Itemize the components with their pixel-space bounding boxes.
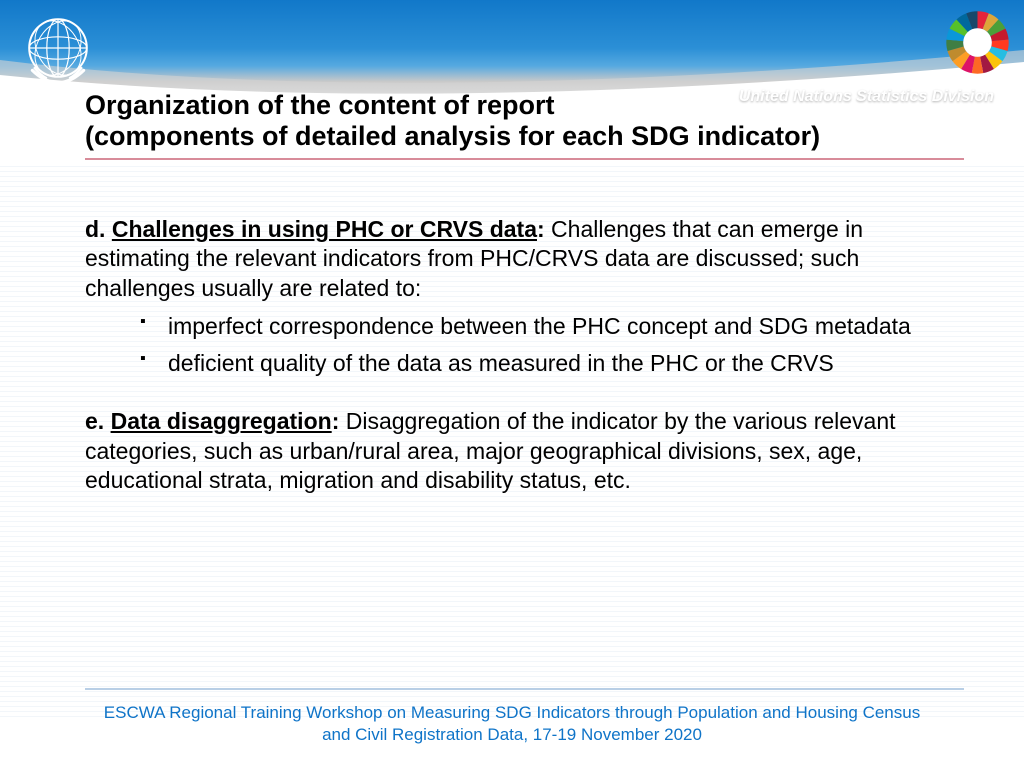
sdg-wheel-icon [945, 10, 1010, 75]
content-area: d. Challenges in using PHC or CRVS data:… [85, 215, 954, 504]
section-d-lead: d. [85, 216, 112, 242]
section-e-lead: e. [85, 408, 111, 434]
section-d-heading: Challenges in using PHC or CRVS data [112, 216, 537, 242]
footer-text: ESCWA Regional Training Workshop on Meas… [100, 702, 924, 746]
section-e-heading: Data disaggregation [111, 408, 332, 434]
un-logo [18, 8, 98, 88]
section-d: d. Challenges in using PHC or CRVS data:… [85, 215, 954, 303]
slide-title: Organization of the content of report (c… [85, 90, 964, 152]
title-line-1: Organization of the content of report [85, 90, 554, 120]
title-underline [85, 158, 964, 160]
list-item: imperfect correspondence between the PHC… [140, 311, 954, 342]
section-d-suffix: : [537, 216, 545, 242]
section-e: e. Data disaggregation: Disaggregation o… [85, 407, 954, 495]
section-d-bullets: imperfect correspondence between the PHC… [140, 311, 954, 379]
bottom-rule [85, 688, 964, 690]
title-line-2: (components of detailed analysis for eac… [85, 121, 820, 151]
list-item: deficient quality of the data as measure… [140, 348, 954, 379]
